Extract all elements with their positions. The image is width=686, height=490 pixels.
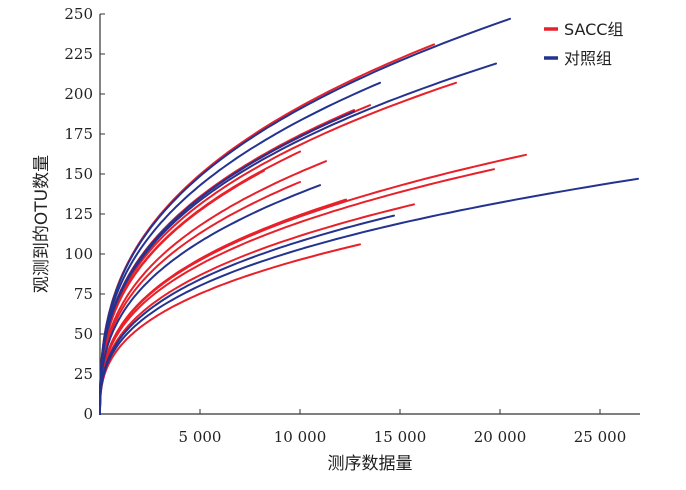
y-tick-label: 125 [64, 205, 93, 223]
sacc-curve [99, 168, 495, 415]
legend-label-control: 对照组 [564, 49, 612, 68]
x-axis-title: 测序数据量 [328, 454, 413, 474]
x-tick-label: 25 000 [574, 428, 627, 446]
control-curve [99, 184, 321, 415]
x-tick-label: 5 000 [179, 428, 222, 446]
legend: SACC组 对照组 [544, 20, 623, 68]
legend-label-sacc: SACC组 [564, 20, 623, 39]
y-tick-label: 250 [64, 5, 93, 23]
sacc-curve [99, 153, 527, 415]
control-curve [99, 214, 395, 415]
y-tick-label: 150 [64, 165, 93, 183]
control-curve [99, 81, 381, 415]
control-curve [99, 17, 511, 415]
x-tick-label: 15 000 [374, 428, 427, 446]
sacc-curve [99, 169, 265, 415]
y-axis-title: 观测到的OTU数量 [32, 155, 52, 293]
y-tick-label: 0 [83, 405, 93, 423]
sacc-curve [99, 203, 415, 415]
sacc-curve [99, 198, 347, 415]
y-tick-label: 175 [64, 125, 93, 143]
series-lines [99, 17, 639, 415]
y-tick-label: 25 [74, 365, 93, 383]
y-tick-label: 75 [74, 285, 93, 303]
sacc-curve [99, 181, 301, 415]
y-tick-label: 100 [64, 245, 93, 263]
x-tick-label: 20 000 [474, 428, 527, 446]
control-curve [99, 110, 355, 415]
control-curve [99, 177, 639, 415]
y-tick-label: 200 [64, 85, 93, 103]
y-tick-label: 225 [64, 45, 93, 63]
y-tick-label: 50 [74, 325, 93, 343]
x-tick-label: 10 000 [274, 428, 327, 446]
axis-ticks: 0 25 50 75 100 125 150 175 200 225 250 5 000 10 000 1… [64, 5, 626, 446]
